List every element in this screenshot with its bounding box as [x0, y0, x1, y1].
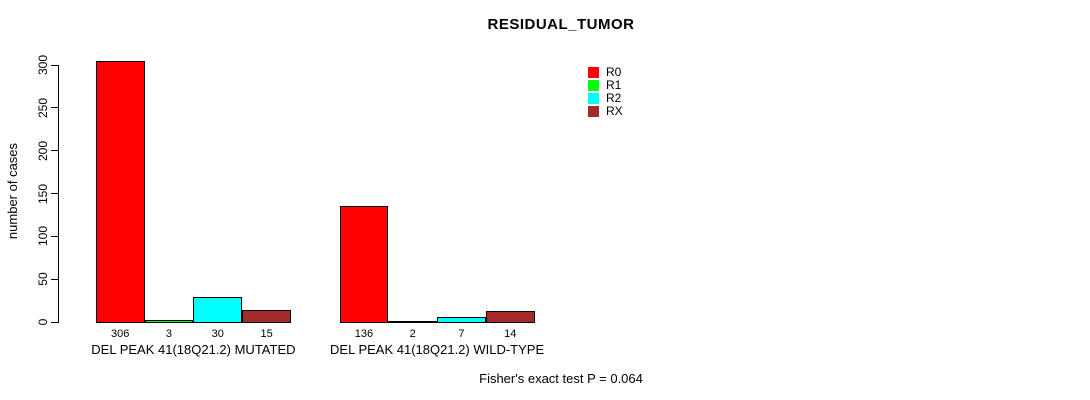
legend-item-r0: R0	[588, 66, 623, 79]
y-axis-tick-label: 100	[36, 226, 50, 247]
bar-r2-group2	[437, 317, 486, 323]
bar-value-label: 2	[409, 328, 416, 340]
y-axis-tick-label: 300	[36, 54, 50, 76]
y-axis-tick-label: 150	[36, 183, 50, 204]
bar-r2-group1	[193, 297, 243, 323]
chart-title: RESIDUAL_TUMOR	[487, 16, 635, 33]
bar-r0-group1	[95, 61, 145, 323]
legend-item-r2: R2	[588, 92, 623, 105]
category-label: DEL PEAK 41(18Q21.2) WILD-TYPE	[330, 342, 545, 357]
bar-value-label: 306	[111, 328, 130, 340]
bar-value-label: 14	[504, 328, 517, 340]
legend-swatch-r2	[588, 93, 599, 104]
bar-value-label: 136	[354, 328, 374, 340]
y-axis-tick	[51, 235, 58, 237]
legend-label: R0	[606, 65, 622, 79]
legend-label: R1	[606, 78, 622, 92]
bar-value-label: 15	[260, 328, 273, 340]
stat-annotation: Fisher's exact test P = 0.064	[479, 371, 643, 386]
y-axis-tick	[51, 107, 58, 109]
legend-label: RX	[606, 104, 623, 118]
bar-value-label: 3	[165, 328, 173, 340]
legend-item-r1: R1	[588, 79, 623, 92]
bar-r1-group1	[144, 320, 194, 323]
category-label: DEL PEAK 41(18Q21.2) MUTATED	[91, 342, 296, 357]
legend-label: R2	[606, 91, 622, 105]
y-axis-tick	[51, 150, 58, 152]
legend-swatch-r1	[588, 80, 599, 91]
bar-value-label: 30	[211, 328, 224, 340]
y-axis-tick-label: 250	[36, 97, 50, 118]
y-axis-line	[58, 65, 59, 323]
bar-value-label: 7	[458, 328, 465, 340]
y-axis-tick	[51, 278, 58, 280]
legend-swatch-r0	[588, 67, 599, 78]
bar-rx-group2	[485, 311, 535, 323]
legend: R0 R1 R2 RX	[588, 66, 623, 118]
y-axis-tick	[51, 64, 58, 66]
bar-rx-group1	[242, 310, 291, 323]
legend-item-rx: RX	[588, 105, 623, 118]
bar-r1-group2	[388, 321, 438, 323]
y-axis-tick-label: 0	[36, 318, 50, 326]
bar-r0-group2	[339, 206, 389, 323]
y-axis-tick-label: 200	[36, 140, 50, 161]
legend-swatch-rx	[588, 106, 599, 117]
y-axis-tick	[51, 321, 58, 323]
y-axis-tick-label: 50	[36, 272, 50, 286]
y-axis-tick	[51, 193, 58, 194]
